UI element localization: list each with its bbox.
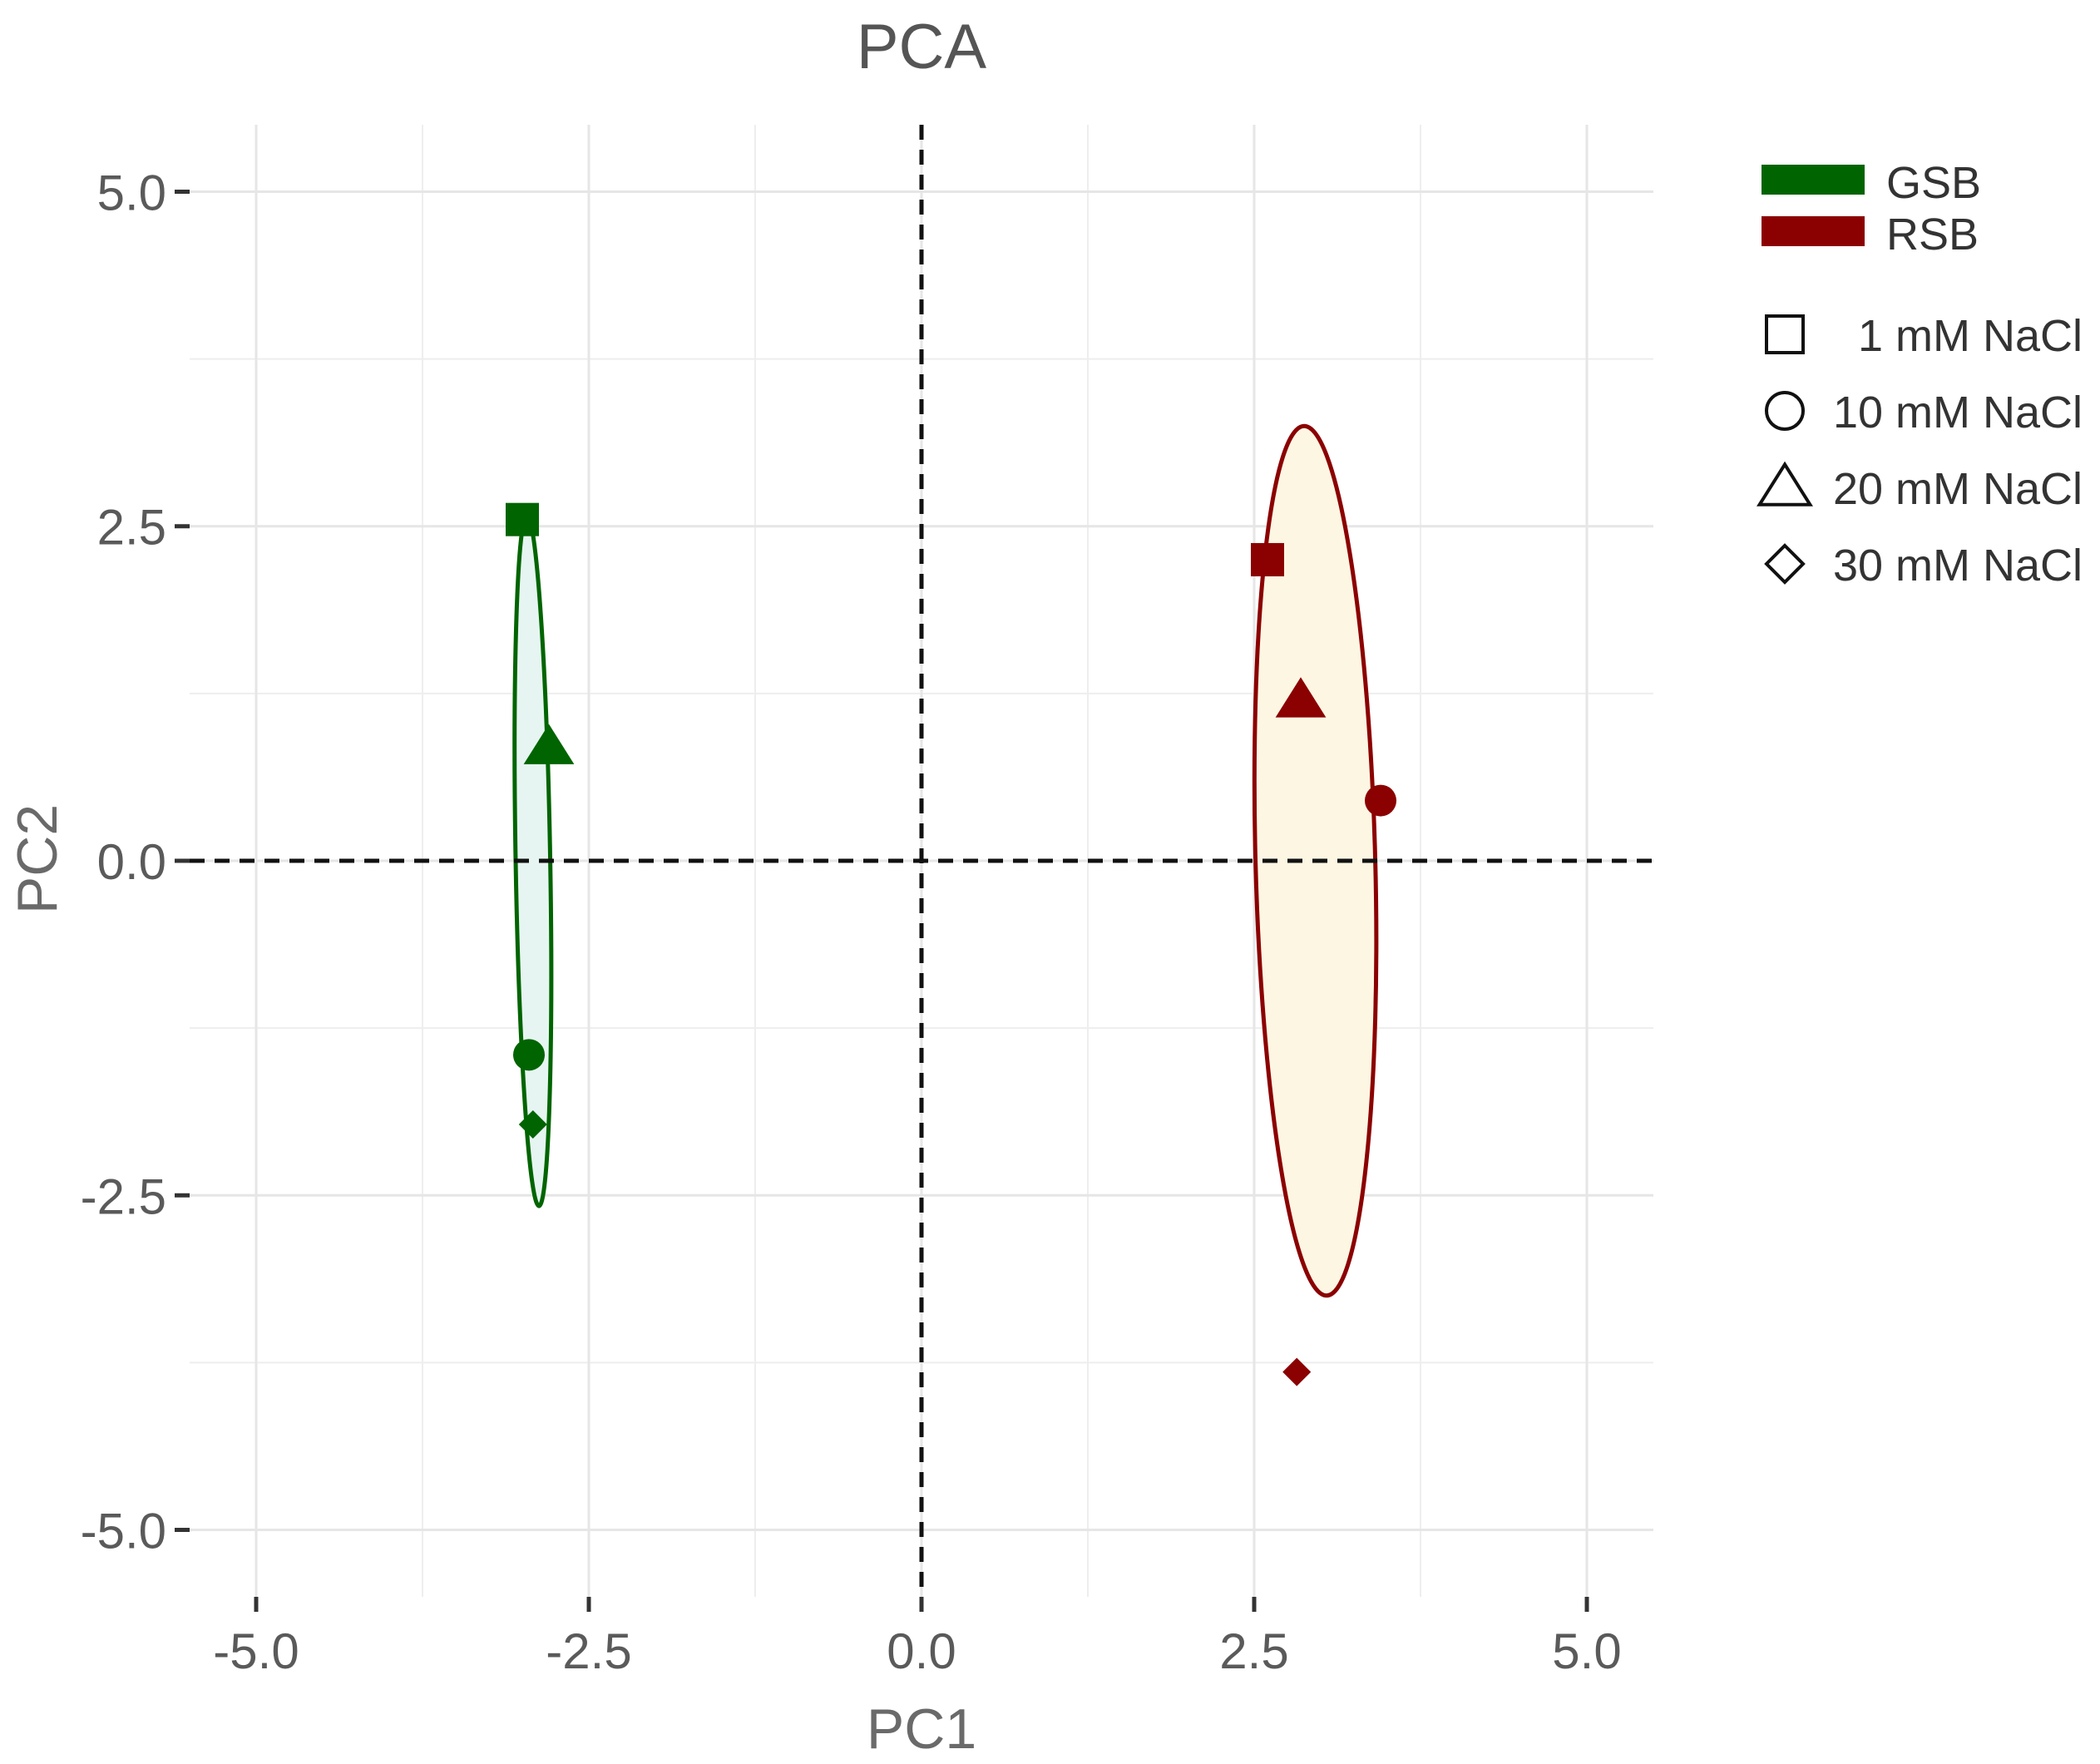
y-tick-label: 2.5 bbox=[97, 500, 166, 556]
y-tick-label: 5.0 bbox=[97, 165, 166, 220]
data-point-gsb-square bbox=[506, 502, 539, 536]
legend-shape-square bbox=[1765, 314, 1805, 354]
data-point-gsb-diamond bbox=[518, 1109, 547, 1139]
legend-swatch-gsb bbox=[1762, 165, 1865, 195]
legend-shape-diamond bbox=[1764, 543, 1806, 585]
x-tick-label: -2.5 bbox=[546, 1623, 631, 1679]
data-point-rsb-circle bbox=[1365, 784, 1396, 817]
x-tick-label: 5.0 bbox=[1552, 1623, 1621, 1679]
y-tick-label: -2.5 bbox=[81, 1169, 166, 1224]
y-tick-label: -5.0 bbox=[81, 1504, 166, 1559]
legend-shape-label: 1 mM NaCl bbox=[1858, 311, 2083, 361]
x-tick-label: 2.5 bbox=[1219, 1623, 1288, 1679]
data-point-gsb-triangle bbox=[523, 724, 575, 764]
legend-shape-triangle bbox=[1757, 461, 1813, 506]
legend-swatch-rsb bbox=[1762, 216, 1865, 246]
legend-shape-label: 20 mM NaCl bbox=[1833, 464, 2083, 514]
x-tick-label: 0.0 bbox=[887, 1623, 956, 1679]
legend-shape-label: 30 mM NaCl bbox=[1833, 541, 2083, 590]
legend-label-rsb: RSB bbox=[1886, 210, 1979, 259]
legend-shape-circle bbox=[1765, 391, 1805, 431]
legend-shape-label: 10 mM NaCl bbox=[1833, 388, 2083, 437]
x-tick-label: -5.0 bbox=[213, 1623, 299, 1679]
data-point-gsb-circle bbox=[513, 1039, 545, 1071]
chart-title: PCA bbox=[857, 12, 987, 82]
x-axis-title: PC1 bbox=[867, 1697, 976, 1761]
legend-label-gsb: GSB bbox=[1886, 158, 1981, 208]
y-tick-label: 0.0 bbox=[97, 834, 166, 890]
data-point-rsb-square bbox=[1251, 542, 1284, 576]
data-point-rsb-triangle bbox=[1275, 677, 1327, 718]
plot-panel: -5.0 -2.5 0.0 2.5 5.0 -5.0 -2.5 0.0 2.5 5.0 bbox=[81, 125, 1653, 1679]
data-point-rsb-diamond bbox=[1282, 1357, 1312, 1386]
y-axis-title: PC2 bbox=[6, 804, 69, 914]
